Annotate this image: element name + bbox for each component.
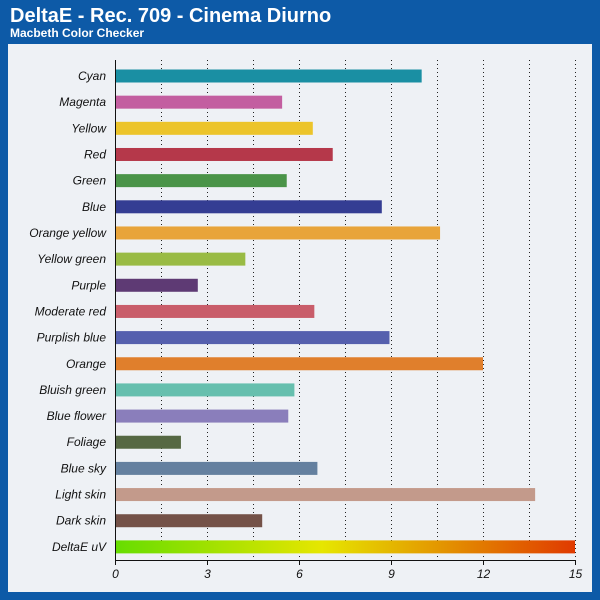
category-label: Blue sky	[61, 461, 107, 475]
category-label: Light skin	[55, 488, 106, 502]
category-label: Blue	[82, 200, 106, 214]
bar	[115, 461, 318, 475]
bar	[115, 540, 575, 554]
x-tick-label: 12	[477, 567, 491, 581]
category-label: Yellow green	[37, 252, 106, 266]
category-label: Red	[84, 147, 106, 161]
bar	[115, 409, 289, 423]
bar	[115, 514, 263, 528]
x-tick-label: 9	[388, 567, 395, 581]
x-tick-label: 3	[204, 567, 211, 581]
bar	[115, 357, 483, 371]
category-label: Magenta	[59, 95, 106, 109]
category-label: Yellow	[71, 121, 107, 135]
category-label: Purplish blue	[37, 331, 107, 345]
x-tick-label: 15	[569, 567, 583, 581]
bar	[115, 278, 198, 292]
category-label: Blue flower	[47, 409, 107, 423]
bar	[115, 252, 246, 266]
category-label: Green	[73, 174, 107, 188]
bar	[115, 147, 333, 161]
bar	[115, 69, 422, 83]
bar	[115, 200, 382, 214]
category-label: Moderate red	[35, 304, 107, 318]
bar	[115, 331, 390, 345]
bar	[115, 174, 287, 188]
bar	[115, 95, 283, 109]
bar	[115, 435, 181, 449]
bar	[115, 226, 441, 240]
x-tick-label: 6	[296, 567, 303, 581]
category-label: Orange yellow	[29, 226, 107, 240]
bar	[115, 488, 536, 502]
chart-header: DeltaE - Rec. 709 - Cinema Diurno Macbet…	[0, 0, 600, 44]
category-label: Bluish green	[39, 383, 106, 397]
bar	[115, 383, 295, 397]
category-label: Cyan	[78, 69, 106, 83]
chart-title: DeltaE - Rec. 709 - Cinema Diurno	[10, 5, 332, 27]
x-tick-label: 0	[112, 567, 119, 581]
bar	[115, 304, 315, 318]
category-label: Orange	[66, 357, 106, 371]
chart-subtitle: Macbeth Color Checker	[10, 26, 145, 40]
category-label: Purple	[71, 278, 106, 292]
bar	[115, 121, 313, 135]
category-label: DeltaE uV	[52, 540, 107, 554]
category-label: Foliage	[67, 435, 107, 449]
category-label: Dark skin	[56, 514, 106, 528]
